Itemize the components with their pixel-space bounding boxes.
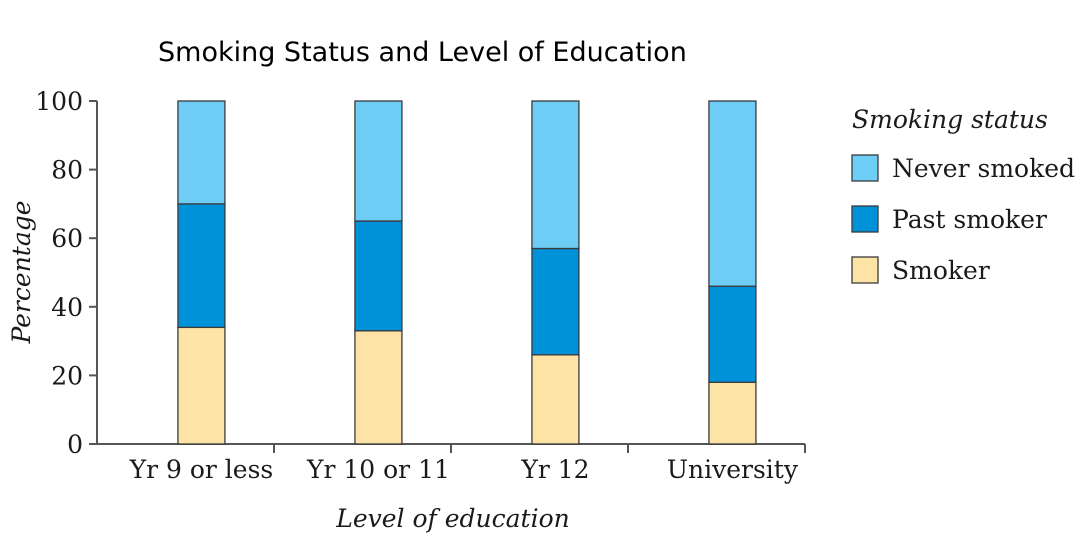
legend-title: Smoking status [852, 105, 1048, 134]
y-axis-title: Percentage [7, 200, 36, 344]
bars [177, 100, 757, 445]
bar-segment-never-smoked [531, 100, 580, 250]
legend-label: Smoker [892, 256, 990, 285]
x-axis-title: Level of education [335, 504, 570, 533]
legend-swatch [851, 154, 879, 182]
y-tick-label: 60 [51, 224, 83, 253]
chart-title: Smoking Status and Level of Education [158, 37, 687, 68]
legend-label: Never smoked [892, 154, 1075, 183]
bar-segment-smoker [708, 381, 757, 445]
bar-segment-past-smoker [708, 285, 757, 383]
bar-segment-smoker [354, 330, 403, 445]
x-category-label: Yr 9 or less [129, 455, 274, 484]
bar-segment-past-smoker [531, 247, 580, 356]
bar-segment-smoker [177, 326, 226, 445]
legend-label: Past smoker [892, 205, 1047, 234]
bar-segment-smoker [531, 354, 580, 445]
x-category-label: University [667, 455, 799, 484]
y-tick-label: 20 [51, 361, 83, 390]
legend-swatch [851, 256, 879, 284]
bar-segment-past-smoker [354, 220, 403, 332]
y-tick-label: 40 [51, 293, 83, 322]
x-axis: Yr 9 or less Yr 10 or 11 Yr 12 University [97, 443, 806, 484]
legend-swatch [851, 205, 879, 233]
y-axis: 0 20 40 60 80 100 [35, 87, 98, 459]
bar-segment-past-smoker [177, 203, 226, 329]
bar-segment-never-smoked [177, 100, 226, 205]
legend: Smoking status Never smoked Past smoker Sm… [851, 105, 1075, 285]
y-tick-label: 100 [35, 87, 83, 116]
x-category-label: Yr 12 [520, 455, 589, 484]
x-category-label: Yr 10 or 11 [306, 455, 450, 484]
bar-segment-never-smoked [708, 100, 757, 287]
bar-segment-never-smoked [354, 100, 403, 222]
y-tick-label: 0 [67, 430, 83, 459]
y-tick-label: 80 [51, 156, 83, 185]
